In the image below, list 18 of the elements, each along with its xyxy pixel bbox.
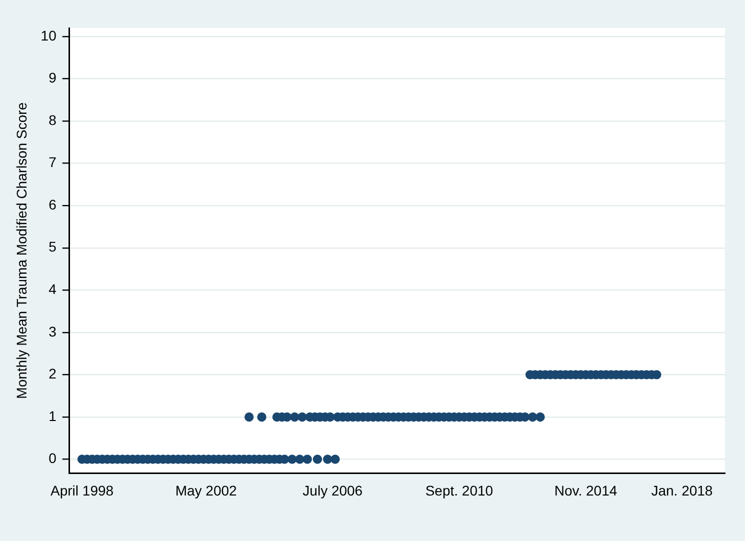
- y-tick-label: 7: [48, 154, 57, 170]
- y-tick-label: 1: [48, 408, 57, 424]
- y-tick-label: 0: [48, 450, 57, 466]
- y-tick-label: 10: [40, 27, 57, 44]
- y-tick-label: 5: [48, 238, 57, 255]
- x-tick-label: Nov. 2014: [554, 482, 618, 498]
- y-tick-label: 6: [48, 196, 57, 212]
- x-tick-label: April 1998: [50, 482, 114, 498]
- y-tick-label: 2: [48, 366, 57, 382]
- y-axis-title: Monthly Mean Trauma Modified Charlson Score: [13, 102, 30, 399]
- y-tick-label: 3: [48, 323, 57, 340]
- x-tick-label: May 2002: [175, 482, 238, 498]
- x-tick-label: Jan. 2018: [651, 482, 713, 498]
- y-tick-label: 9: [48, 70, 57, 86]
- y-tick-label: 4: [48, 280, 57, 297]
- x-tick-label: Sept. 2010: [425, 482, 494, 498]
- x-tick-label: July 2006: [302, 482, 363, 498]
- y-tick-label: 8: [48, 112, 57, 128]
